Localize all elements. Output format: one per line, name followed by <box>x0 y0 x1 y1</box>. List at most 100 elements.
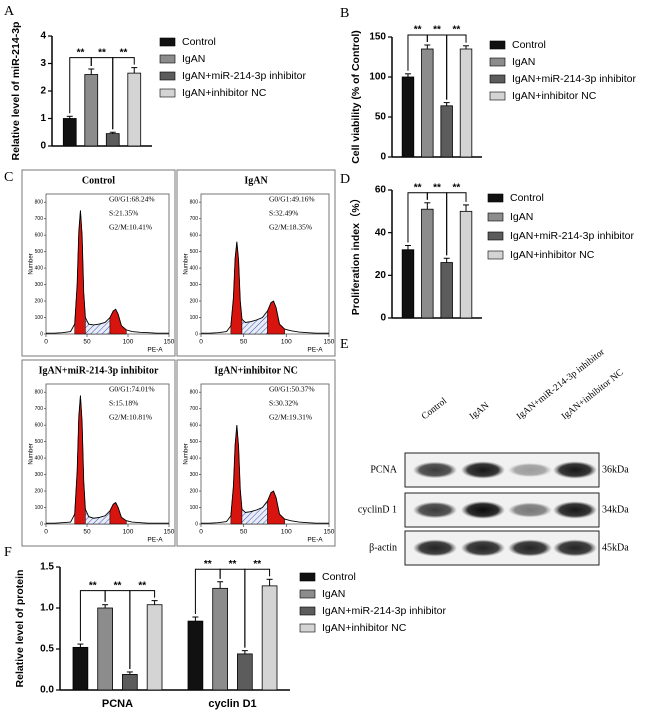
size-label: 45kDa <box>602 542 629 553</box>
y-tick-label: 800 <box>35 390 44 396</box>
y-axis-label: Cell viability (% of Control) <box>350 30 362 164</box>
x-tick-label: 100 <box>281 529 292 536</box>
legend-swatch <box>487 250 504 260</box>
phase-annotation: G0/G1:68.24% <box>109 195 155 204</box>
y-tick-label: 500 <box>35 439 44 445</box>
x-axis-label: PE-A <box>307 347 323 354</box>
legend-label: IgAN <box>510 211 533 223</box>
y-tick-label: 2 <box>40 86 46 97</box>
legend-swatch <box>159 88 176 98</box>
significance-label: ** <box>89 580 97 591</box>
y-tick-label: 600 <box>190 233 199 239</box>
significance-bracket <box>129 590 156 669</box>
y-axis-label: Number <box>184 253 190 274</box>
y-tick-label: 500 <box>190 249 199 255</box>
bar <box>459 210 473 319</box>
error-bar <box>404 244 411 250</box>
x-tick-label: 100 <box>281 339 292 346</box>
y-tick-label: 0 <box>195 331 198 337</box>
bar <box>421 48 434 158</box>
bar <box>459 48 473 158</box>
blot-band <box>508 539 552 557</box>
panel-frame <box>21 359 176 547</box>
legend-label: IgAN <box>512 56 535 68</box>
x-axis-label: PE-A <box>147 347 163 354</box>
legend-swatch <box>489 57 506 67</box>
significance-label: ** <box>138 580 146 591</box>
y-tick-label: 0 <box>195 521 198 527</box>
histogram-line <box>46 210 169 334</box>
error-bar <box>151 600 158 605</box>
y-axis-label: Number <box>29 443 35 464</box>
row-label: PCNA <box>370 464 397 475</box>
y-tick-label: 700 <box>190 406 199 412</box>
error-bar <box>102 604 109 608</box>
legend-label: IgAN+inhibitor NC <box>182 87 267 99</box>
legend-swatch <box>489 74 506 84</box>
bar <box>421 208 434 319</box>
y-tick-label: 0.5 <box>40 644 54 655</box>
histogram-line <box>46 395 169 524</box>
bar <box>261 585 278 691</box>
x-axis-label: PE-A <box>147 537 163 544</box>
error-bar <box>404 73 411 77</box>
histogram-line <box>201 241 329 334</box>
legend-label: IgAN+inhibitor NC <box>322 622 407 634</box>
x-tick-label: 100 <box>123 529 134 536</box>
row-label: β-actin <box>369 542 397 553</box>
x-tick-label: 150 <box>164 529 175 536</box>
phase-annotation: G2/M:19.31% <box>269 413 312 422</box>
blot-band <box>553 461 597 479</box>
error-bar <box>424 202 431 210</box>
phase-annotation: S:32.49% <box>269 209 298 218</box>
y-tick-label: 600 <box>35 423 44 429</box>
x-tick-label: 150 <box>164 339 175 346</box>
legend-swatch <box>159 37 176 47</box>
phase-annotation: G2/M:18.35% <box>269 223 312 232</box>
blot-band <box>553 501 597 519</box>
y-tick-label: 200 <box>35 298 44 304</box>
error-bar <box>463 204 470 212</box>
bar <box>187 620 204 691</box>
legend-label: Control <box>512 39 546 51</box>
legend-label: IgAN+miR-214-3p inhibitor <box>182 70 307 82</box>
blot-band <box>508 502 552 518</box>
significance-label: ** <box>452 182 460 193</box>
blot-band <box>461 501 505 519</box>
y-tick-label: 0 <box>40 331 43 337</box>
category-label: PCNA <box>102 698 133 710</box>
blot-band <box>461 539 505 557</box>
y-tick-label: 0.0 <box>40 685 54 696</box>
panel-frame <box>21 169 176 357</box>
y-tick-label: 4 <box>40 31 46 42</box>
phase-annotation: G0/G1:50.37% <box>269 385 315 394</box>
significance-label: ** <box>253 559 261 570</box>
significance-label: ** <box>229 559 237 570</box>
x-tick-label: 150 <box>324 529 335 536</box>
error-bar <box>217 581 224 589</box>
x-tick-label: 50 <box>83 339 91 346</box>
significance-label: ** <box>114 580 122 591</box>
error-bar <box>424 44 431 49</box>
bar <box>401 76 415 158</box>
y-tick-label: 300 <box>35 472 44 478</box>
y-tick-label: 500 <box>35 249 44 255</box>
y-tick-label: 20 <box>375 270 387 281</box>
x-tick-label: 50 <box>83 529 91 536</box>
y-tick-label: 40 <box>375 227 387 238</box>
y-tick-label: 400 <box>35 455 44 461</box>
phase-annotation: G2/M:10.41% <box>109 223 152 232</box>
y-tick-label: 700 <box>35 216 44 222</box>
y-tick-label: 50 <box>375 112 387 123</box>
error-bar <box>88 68 95 75</box>
error-bar <box>266 578 273 586</box>
panel-letter: B <box>340 6 349 21</box>
x-tick-label: 50 <box>240 529 248 536</box>
panel-frame <box>176 359 336 547</box>
error-bar <box>77 643 84 648</box>
panel-frame <box>176 169 336 357</box>
significance-label: ** <box>77 47 85 58</box>
x-tick-label: 150 <box>324 339 335 346</box>
y-axis-label: Relative level of protein <box>14 570 26 688</box>
